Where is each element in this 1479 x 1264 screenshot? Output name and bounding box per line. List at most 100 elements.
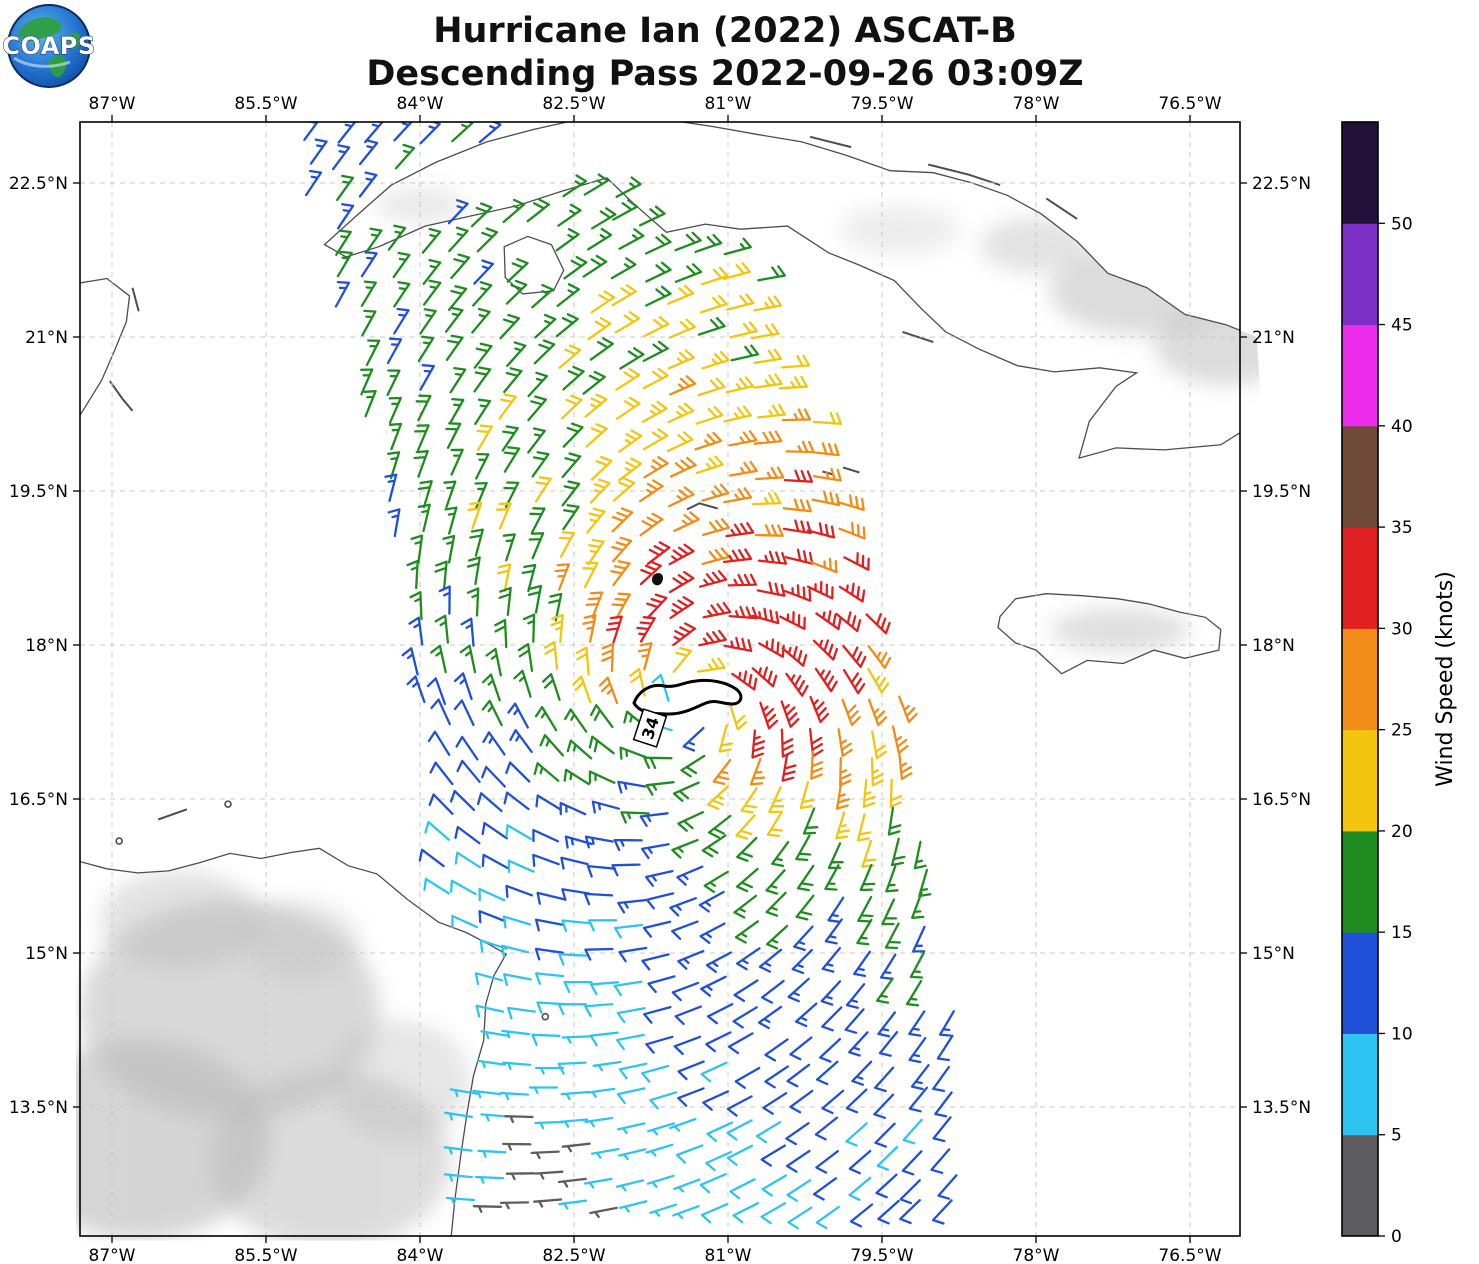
wind-barb (619, 1200, 648, 1213)
wind-barb (639, 812, 669, 827)
wind-barb (531, 451, 550, 478)
wind-barb (811, 490, 841, 507)
wind-barb (722, 548, 753, 564)
wind-barb (618, 946, 648, 963)
wind-barb (644, 233, 672, 255)
wind-barb (501, 1029, 531, 1039)
wind-barb (472, 1205, 503, 1213)
wind-barb (424, 820, 450, 841)
wind-barb (583, 892, 614, 906)
wind-barb (506, 257, 529, 283)
wind-barb (785, 1122, 810, 1146)
wind-barb (611, 284, 638, 307)
wind-barb (838, 521, 866, 540)
wind-barb (848, 1149, 872, 1175)
wind-barb (706, 1003, 734, 1025)
wind-barb (589, 1206, 618, 1219)
wind-barb (765, 869, 786, 895)
wind-barb (611, 592, 631, 620)
wind-barb (842, 668, 866, 695)
wind-barb (505, 824, 532, 841)
wind-barb (699, 1173, 727, 1194)
wind-barb (701, 547, 730, 566)
wind-barb (861, 839, 877, 868)
wind-barb (764, 1065, 789, 1089)
wind-barb (836, 494, 865, 512)
wind-barb (867, 645, 892, 669)
wind-barb (409, 591, 423, 621)
wind-barb (641, 1064, 670, 1083)
colorbar-tick-label: 40 (1391, 417, 1413, 437)
wind-barb (645, 1035, 674, 1054)
wind-barb (870, 757, 884, 787)
colorbar-tick-label: 10 (1391, 1024, 1413, 1044)
wind-barb (417, 503, 431, 533)
wind-barb (674, 231, 702, 252)
wind-barb (618, 457, 643, 482)
wind-barb (910, 1064, 930, 1091)
wind-barb (651, 673, 670, 702)
wind-barb (613, 980, 643, 997)
lat-tick-label-right: 16.5°N (1252, 790, 1311, 810)
lon-tick-label-bottom: 79.5°W (850, 1246, 913, 1264)
wind-barb (363, 390, 377, 418)
wind-barb (434, 614, 450, 644)
wind-barb (676, 865, 704, 886)
wind-barb (557, 1003, 587, 1016)
wind-barb (415, 394, 432, 422)
wind-barb (695, 455, 724, 475)
wind-barb (695, 406, 724, 425)
wind-barb (482, 731, 506, 756)
wind-barb (426, 677, 447, 706)
wind-barb (877, 1011, 896, 1038)
wind-barb (862, 778, 876, 808)
wind-barb (336, 203, 355, 230)
wind-barb (556, 283, 580, 308)
lat-tick-label-left: 16.5°N (9, 790, 68, 810)
wind-barb (612, 477, 636, 502)
wind-barb (386, 337, 403, 365)
wind-barb (561, 1035, 591, 1044)
wind-barb (787, 977, 810, 1003)
wind-barb (562, 422, 584, 448)
wind-barb (696, 657, 726, 673)
wind-barb (796, 864, 815, 892)
wind-barb (702, 1090, 730, 1111)
wind-barb (765, 924, 789, 950)
wind-barb (499, 1201, 530, 1210)
wind-barb (473, 366, 492, 393)
wind-barb (560, 394, 583, 420)
wind-barb (501, 425, 519, 452)
wind-barb (909, 951, 925, 979)
wind-barb (645, 261, 672, 283)
wind-barb (733, 979, 759, 1003)
wind-barb (448, 397, 465, 425)
wind-barb (454, 851, 482, 869)
wind-barb (859, 864, 876, 892)
figure-title-line2: Descending Pass 2022-09-26 03:09Z (366, 54, 1083, 94)
wind-barb (815, 1060, 839, 1086)
wind-barb (841, 698, 861, 727)
wind-barb (309, 138, 328, 165)
wind-barb (680, 754, 706, 778)
wind-barb (642, 920, 672, 938)
wind-barb (527, 584, 543, 614)
wind-barb (613, 838, 643, 852)
wind-barb (505, 1172, 536, 1181)
wind-barb (723, 237, 752, 256)
wind-barb (673, 1035, 702, 1056)
lon-tick-label-top: 79.5°W (850, 94, 913, 114)
wind-barb (447, 199, 469, 225)
wind-barb (643, 316, 670, 338)
wind-barb (360, 250, 378, 278)
wind-barb (507, 702, 529, 729)
wind-barb (449, 1088, 479, 1098)
wind-barb (871, 730, 888, 760)
wind-barb (877, 1199, 900, 1225)
wind-barb (503, 446, 521, 473)
colorbar-tick-label: 15 (1391, 923, 1413, 943)
wind-barb (845, 1088, 868, 1114)
lat-tick-label-right: 19.5°N (1252, 482, 1311, 502)
wind-barb (835, 611, 862, 633)
wind-barb (672, 622, 697, 647)
